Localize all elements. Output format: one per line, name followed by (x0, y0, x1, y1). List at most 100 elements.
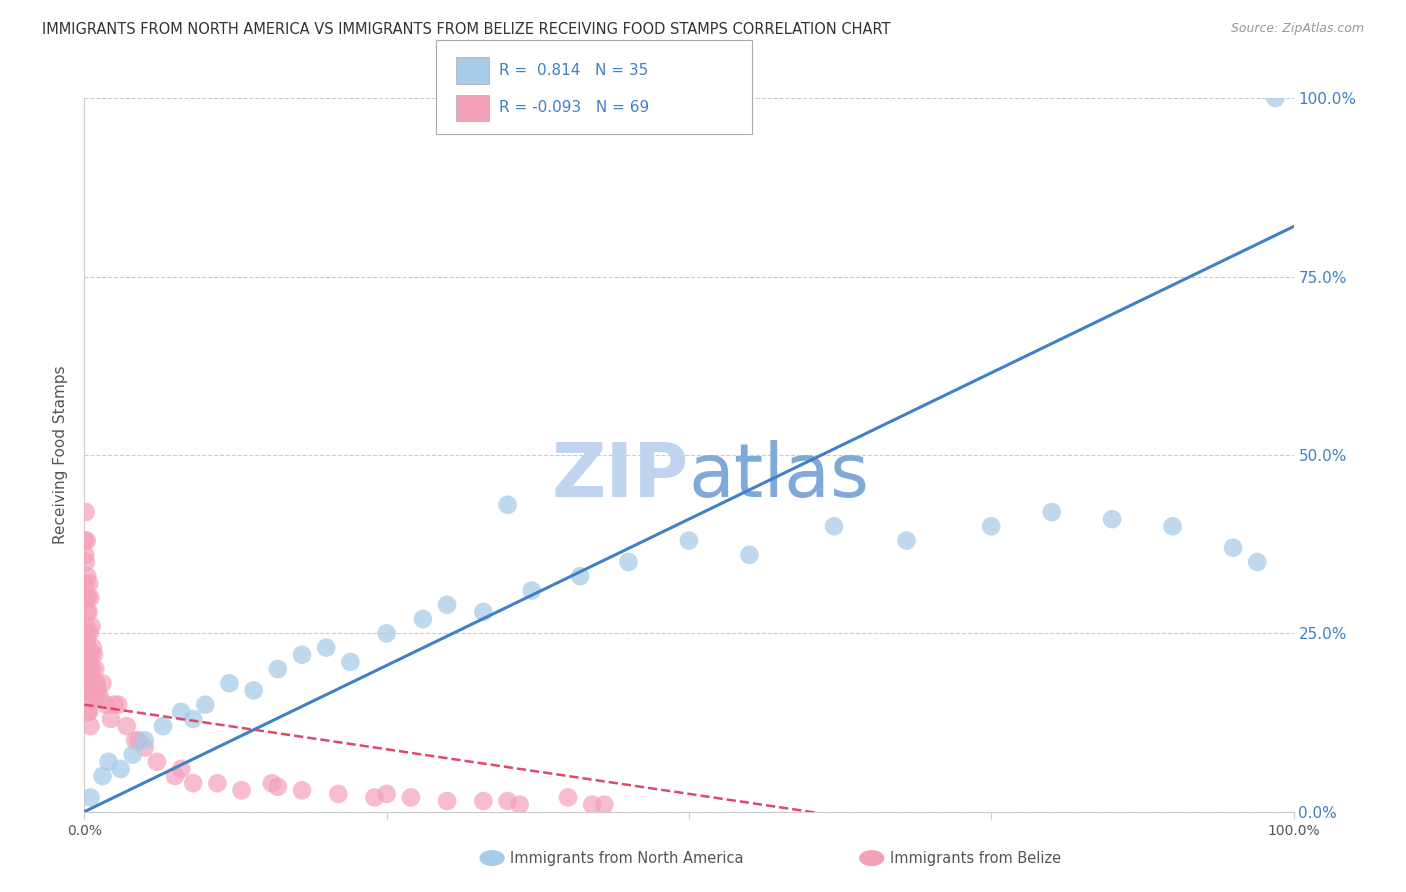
Point (399, 790, 422, 805)
Point (1264, 91, 1286, 105)
Point (83, 690, 105, 705)
Point (124, 733, 146, 747)
Point (146, 755, 169, 769)
Point (107, 698, 129, 712)
Point (267, 780, 290, 794)
Point (79, 626, 101, 640)
Point (181, 776, 204, 790)
Point (80, 690, 103, 705)
Text: R =  0.814   N = 35: R = 0.814 N = 35 (499, 63, 648, 78)
Point (363, 790, 385, 805)
Point (1040, 505, 1063, 519)
Point (83, 648, 105, 662)
Text: ZIP: ZIP (551, 440, 689, 513)
Text: Immigrants from North America: Immigrants from North America (510, 851, 744, 865)
Point (412, 612, 434, 626)
Point (231, 783, 253, 797)
Point (77, 605, 100, 619)
Point (1246, 555, 1268, 569)
Point (170, 762, 193, 776)
Point (94, 698, 117, 712)
Point (82, 662, 104, 676)
Point (77, 676, 100, 690)
Point (520, 583, 543, 598)
Point (77, 705, 100, 719)
Point (194, 698, 217, 712)
Point (170, 705, 193, 719)
Point (79, 662, 101, 676)
Point (823, 519, 845, 533)
Point (218, 676, 240, 690)
Point (110, 762, 132, 776)
Point (86, 683, 108, 698)
Point (581, 797, 603, 812)
Point (75, 576, 97, 591)
Text: atlas: atlas (689, 440, 870, 513)
Point (557, 790, 579, 805)
Point (152, 719, 174, 733)
Text: Source: ZipAtlas.com: Source: ZipAtlas.com (1230, 22, 1364, 36)
Point (104, 698, 127, 712)
Point (328, 787, 350, 801)
Point (980, 519, 1002, 533)
Point (80, 648, 103, 662)
Point (82, 640, 104, 655)
Text: Immigrants from Belize: Immigrants from Belize (890, 851, 1062, 865)
Point (339, 655, 361, 669)
Text: R = -0.093   N = 69: R = -0.093 N = 69 (499, 101, 650, 115)
Point (134, 740, 156, 755)
Point (76, 569, 98, 583)
Point (82, 676, 104, 690)
Point (509, 797, 531, 812)
Point (472, 605, 495, 619)
Point (260, 776, 283, 790)
Point (165, 769, 187, 783)
Point (896, 533, 918, 548)
Point (315, 640, 337, 655)
Point (76, 633, 98, 648)
Point (91, 676, 114, 690)
Point (1222, 541, 1244, 555)
Point (436, 598, 458, 612)
Point (89, 690, 111, 705)
Point (75, 591, 97, 605)
Point (76, 683, 98, 698)
Point (91, 769, 114, 783)
Point (115, 719, 138, 733)
Point (76, 662, 98, 676)
Point (75, 662, 97, 676)
Point (678, 533, 700, 548)
Point (496, 794, 519, 808)
Point (75, 619, 97, 633)
Point (267, 662, 290, 676)
Point (593, 797, 616, 812)
Point (1101, 512, 1123, 526)
Point (80, 619, 103, 633)
Point (84, 662, 107, 676)
Point (617, 555, 640, 569)
Point (134, 733, 156, 747)
Text: IMMIGRANTS FROM NORTH AMERICA VS IMMIGRANTS FROM BELIZE RECEIVING FOOD STAMPS CO: IMMIGRANTS FROM NORTH AMERICA VS IMMIGRA… (42, 22, 890, 37)
Point (77, 640, 100, 655)
Point (181, 712, 204, 726)
Point (77, 576, 100, 591)
Point (207, 776, 229, 790)
Point (291, 648, 314, 662)
Point (77, 591, 100, 605)
Point (738, 548, 761, 562)
Point (76, 533, 98, 548)
Point (79, 719, 101, 733)
Point (86, 676, 108, 690)
Point (472, 794, 495, 808)
Point (77, 648, 100, 662)
Point (1161, 519, 1184, 533)
Point (77, 705, 100, 719)
Point (76, 626, 98, 640)
Point (242, 683, 264, 698)
Point (75, 505, 97, 519)
Point (79, 790, 101, 805)
Point (79, 591, 101, 605)
Point (128, 733, 150, 747)
Point (75, 676, 97, 690)
Point (375, 626, 398, 640)
